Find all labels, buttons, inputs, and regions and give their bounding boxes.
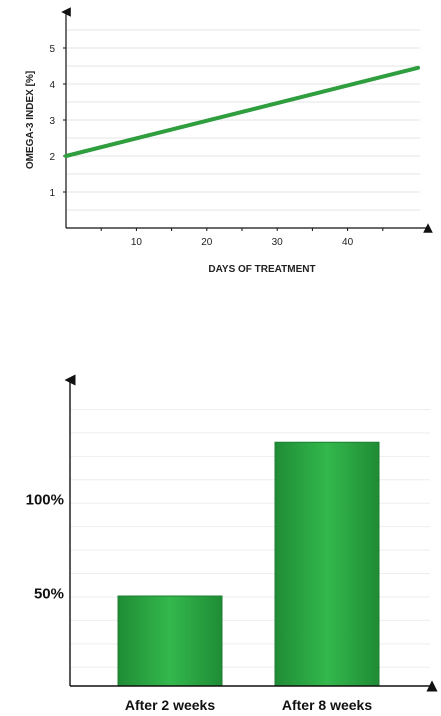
bar-chart-axes [64,374,438,692]
line-chart: 1 2 3 4 5 10 20 30 40 DAYS OF TREATMENT OMEGA-3… [25,7,433,275]
line-chart-y-axis-title: OMEGA-3 INDEX [%] [25,71,36,169]
y-tick-label: 5 [49,44,55,55]
line-chart-series [64,65,420,158]
y-tick-label: 4 [49,80,55,91]
bar [274,441,380,687]
y-tick-label: 50% [34,585,64,602]
y-tick-label: 2 [49,152,55,163]
bar-chart: 50% 100% After 2 weeks After 8 weeks [26,374,438,713]
x-tick-label: 20 [201,237,213,248]
bar-chart-categories: After 2 weeks After 8 weeks [125,697,372,713]
y-tick-label: 1 [49,188,55,199]
bar [117,595,223,687]
line-chart-x-axis-title: DAYS OF TREATMENT [208,264,315,275]
x-tick-label: 40 [342,237,354,248]
category-label: After 8 weeks [282,697,372,713]
x-tick-label: 30 [272,237,284,248]
line-chart-y-ticks: 1 2 3 4 5 [49,44,66,199]
line-chart-x-ticks: 10 20 30 40 [100,228,384,248]
category-label: After 2 weeks [125,697,215,713]
line-chart-gridlines [66,29,420,211]
x-tick-label: 10 [131,237,143,248]
y-tick-label: 100% [26,492,64,509]
series-line [64,65,420,158]
y-tick-label: 3 [49,116,55,127]
bar-chart-y-ticks: 50% 100% [26,492,64,603]
bar-chart-bars [117,441,380,687]
